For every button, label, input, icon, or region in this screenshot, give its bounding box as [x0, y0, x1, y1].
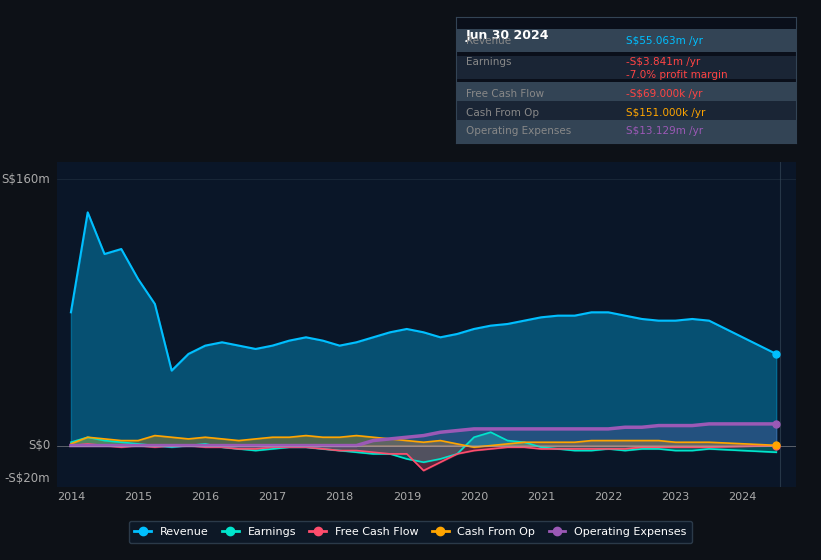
Text: -S$20m: -S$20m [4, 473, 50, 486]
Legend: Revenue, Earnings, Free Cash Flow, Cash From Op, Operating Expenses: Revenue, Earnings, Free Cash Flow, Cash … [129, 521, 692, 543]
FancyBboxPatch shape [456, 30, 796, 52]
FancyBboxPatch shape [456, 56, 796, 78]
Text: -S$3.841m /yr: -S$3.841m /yr [626, 57, 700, 67]
FancyBboxPatch shape [456, 101, 796, 124]
Text: -7.0% profit margin: -7.0% profit margin [626, 70, 727, 80]
Text: S$151.000k /yr: S$151.000k /yr [626, 108, 705, 118]
Text: S$0: S$0 [28, 439, 50, 452]
Text: S$55.063m /yr: S$55.063m /yr [626, 36, 703, 46]
Text: Earnings: Earnings [466, 57, 511, 67]
Text: Jun 30 2024: Jun 30 2024 [466, 30, 549, 43]
FancyBboxPatch shape [456, 82, 796, 105]
FancyBboxPatch shape [456, 120, 796, 143]
Text: Operating Expenses: Operating Expenses [466, 127, 571, 137]
Text: S$13.129m /yr: S$13.129m /yr [626, 127, 703, 137]
Text: Revenue: Revenue [466, 36, 511, 46]
Text: S$160m: S$160m [2, 172, 50, 185]
Text: Cash From Op: Cash From Op [466, 108, 539, 118]
Text: -S$69.000k /yr: -S$69.000k /yr [626, 88, 703, 99]
Text: Free Cash Flow: Free Cash Flow [466, 88, 544, 99]
